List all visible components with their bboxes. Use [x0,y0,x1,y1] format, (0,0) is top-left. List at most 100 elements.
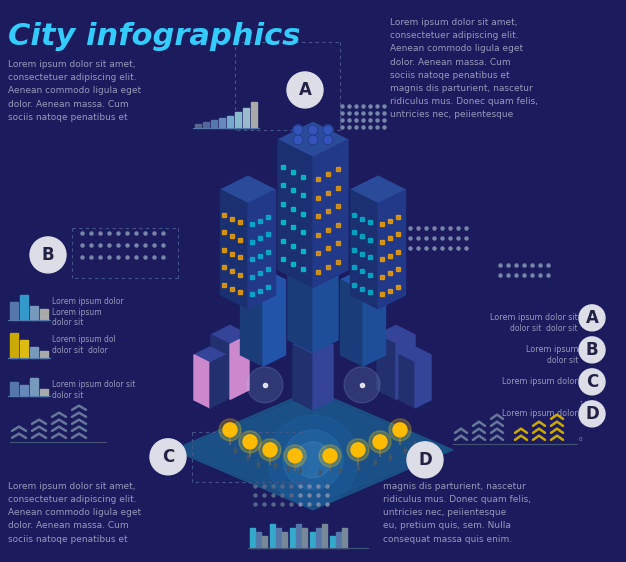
Polygon shape [194,355,210,408]
Text: D: D [585,405,599,423]
Bar [30,378,38,396]
Bar [243,108,249,128]
Polygon shape [341,269,386,291]
Circle shape [259,439,281,461]
Polygon shape [210,355,226,408]
Circle shape [30,237,66,273]
Polygon shape [293,345,313,410]
Bar [251,102,257,128]
Text: 1.5: 1.5 [579,401,588,406]
Text: dolor sit  dolor sit: dolor sit dolor sit [510,324,578,333]
Polygon shape [351,190,378,309]
Bar [30,306,38,320]
Polygon shape [194,347,226,363]
Circle shape [373,435,387,449]
Polygon shape [248,190,275,309]
Text: City infographics: City infographics [8,22,300,51]
Circle shape [293,135,303,145]
Text: 2.0: 2.0 [579,383,588,388]
Bar [256,532,261,548]
Circle shape [308,125,318,135]
Circle shape [407,442,443,478]
Circle shape [287,72,323,108]
Circle shape [579,337,605,363]
Circle shape [295,442,331,478]
Bar [290,528,295,548]
Bar [20,386,28,396]
Polygon shape [211,335,230,400]
Circle shape [247,367,283,403]
Circle shape [347,439,369,461]
Bar [10,333,18,358]
Polygon shape [313,140,348,287]
Polygon shape [415,355,431,408]
Polygon shape [211,325,249,345]
Text: C: C [162,448,174,466]
Bar [310,532,315,548]
Circle shape [323,449,337,463]
Bar [322,524,327,548]
Polygon shape [220,190,248,309]
Circle shape [243,435,257,449]
Circle shape [323,125,333,135]
Polygon shape [396,335,415,400]
Bar [250,528,255,548]
Polygon shape [313,345,333,410]
Circle shape [319,445,341,467]
Bar [330,536,335,548]
Text: B: B [42,246,54,264]
Text: Lorem ipsum dolor sit: Lorem ipsum dolor sit [490,313,578,322]
Text: C: C [586,373,598,391]
Circle shape [389,419,411,441]
Bar [302,528,307,548]
Bar [20,341,28,358]
Polygon shape [288,260,313,352]
Circle shape [283,430,343,490]
Circle shape [219,419,241,441]
Circle shape [268,415,358,505]
Text: Lorem ipsum dolor sit amet,
consectetuer adipiscing elit.
Aenean commodo ligula : Lorem ipsum dolor sit amet, consectetuer… [390,18,538,119]
Bar [270,524,275,548]
Circle shape [579,305,605,331]
Bar [282,532,287,548]
Polygon shape [313,260,338,352]
Text: B: B [586,341,598,359]
Circle shape [579,369,605,395]
Bar [276,528,281,548]
Polygon shape [378,190,406,309]
Bar [262,536,267,548]
Text: A: A [299,81,312,99]
Circle shape [150,439,186,475]
Polygon shape [240,280,263,366]
Text: Lorem ipsum: Lorem ipsum [525,345,578,354]
Polygon shape [278,140,313,287]
Bar [211,120,217,128]
Polygon shape [220,176,275,203]
Polygon shape [240,269,285,291]
Polygon shape [399,347,431,363]
Text: Lorem ipsum dolor sit amet,
consectetuer adipiscing elit.
Aenean commodo ligula : Lorem ipsum dolor sit amet, consectetuer… [8,482,141,543]
Bar [30,347,38,358]
Text: Lorem ipsum dolor: Lorem ipsum dolor [502,377,578,386]
Polygon shape [278,123,348,157]
Circle shape [351,443,365,457]
Circle shape [393,423,407,437]
Text: Lorem ipsum dolor sit amet,
consectetuer adipiscing elit.
Aenean commodo ligula : Lorem ipsum dolor sit amet, consectetuer… [8,60,141,122]
Circle shape [344,367,380,403]
Polygon shape [363,280,386,366]
Polygon shape [173,390,453,510]
Circle shape [284,445,306,467]
Bar [40,310,48,320]
Bar [40,389,48,396]
Text: 0: 0 [579,437,583,442]
Bar [336,532,341,548]
Bar [235,112,241,128]
Circle shape [308,135,318,145]
Text: Lorem ipsum dolor sit
dolor sit: Lorem ipsum dolor sit dolor sit [52,380,135,400]
Circle shape [369,431,391,453]
Polygon shape [341,280,363,366]
Bar [316,528,321,548]
Bar [40,351,48,358]
Polygon shape [351,176,406,203]
Circle shape [288,449,302,463]
